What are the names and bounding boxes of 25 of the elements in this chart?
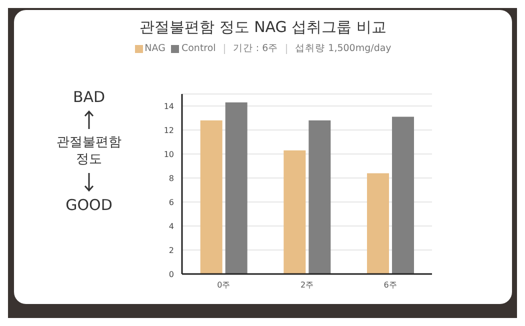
y-tick-label: 14: [164, 102, 174, 111]
y-tick-label: 4: [168, 222, 174, 231]
text: 섭취량 1,500mg/day: [295, 42, 392, 55]
y-tick-label: 6: [168, 198, 174, 207]
text: BAD: [72, 88, 106, 106]
y-tick-label: 2: [168, 246, 174, 255]
y-axis-title: 관절불편함 정도: [56, 134, 122, 168]
chart-title: 관절불편함 정도 NAG 섭취그룹 비교: [138, 18, 388, 37]
bar: [284, 150, 306, 274]
x-tick-label: 0주: [217, 280, 230, 290]
x-tick-label: 2주: [300, 280, 314, 290]
legend-label: Control: [180, 43, 216, 54]
y-tick-label: 0: [168, 270, 174, 279]
x-tick-label: 6주: [384, 280, 397, 290]
bar: [392, 116, 414, 274]
y-tick-label: 12: [164, 126, 174, 135]
y-tick-label: 8: [168, 174, 174, 183]
legend-label: NAG: [144, 43, 166, 54]
bar: [200, 120, 222, 274]
bar: [308, 120, 331, 274]
bar: [367, 173, 389, 274]
text: 기간 : 6주: [232, 42, 278, 55]
bar: [225, 102, 248, 274]
y-tick-label: 10: [164, 150, 174, 159]
text: GOOD: [64, 196, 114, 214]
